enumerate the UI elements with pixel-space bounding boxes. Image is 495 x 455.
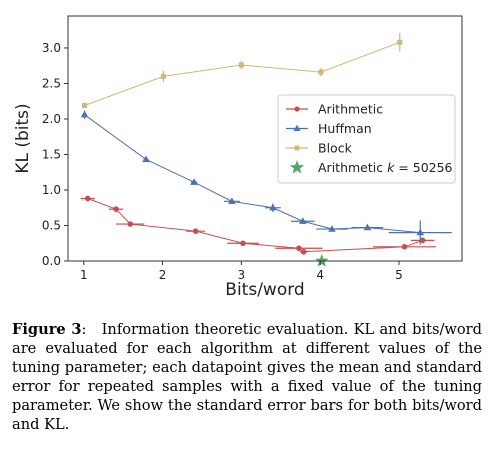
data-point-arithmetic-k-50256	[314, 253, 329, 267]
legend-entry-arithmetic-k-50256: Arithmetic k = 50256	[289, 160, 453, 175]
figure-caption: Figure 3: Information theoretic evaluati…	[12, 320, 482, 434]
x-tick-label: 2	[159, 268, 167, 282]
data-point-huffman	[80, 110, 89, 118]
data-point-arithmetic	[401, 243, 408, 250]
caption-text: Information theoretic evaluation. KL and…	[12, 321, 482, 433]
legend-label: Arithmetic	[318, 102, 383, 117]
series-block	[82, 33, 403, 109]
caption-label: Figure 3	[12, 321, 82, 338]
data-point-block	[82, 102, 88, 108]
series-arithmetic-k-50256	[314, 253, 329, 267]
y-tick-label: 2.5	[42, 76, 61, 90]
series-arithmetic	[80, 195, 436, 255]
data-point-arithmetic	[127, 221, 134, 227]
data-point-huffman	[142, 155, 150, 163]
data-point-arithmetic	[296, 245, 302, 252]
data-point-block	[160, 73, 166, 79]
y-tick-label: 1.0	[42, 183, 61, 197]
data-point-huffman	[228, 197, 236, 204]
caption-colon: :	[81, 321, 87, 338]
y-tick-label: 0.5	[42, 218, 61, 232]
x-tick-label: 4	[316, 268, 324, 282]
data-point-arithmetic	[113, 206, 119, 212]
series-huffman	[80, 110, 452, 245]
data-point-huffman	[190, 178, 198, 185]
data-point-huffman	[269, 203, 277, 211]
plot-frame	[67, 15, 463, 262]
legend-label: Block	[318, 141, 353, 156]
legend-marker-arithmetic-k-50256	[289, 160, 305, 174]
x-tick-label: 5	[395, 268, 403, 282]
legend-marker-arithmetic	[294, 106, 300, 112]
legend-marker-huffman	[293, 124, 301, 131]
y-tick-label: 1.5	[42, 147, 61, 161]
legend-box	[277, 94, 456, 184]
legend-entry-arithmetic: Arithmetic	[286, 102, 383, 117]
data-point-arithmetic	[300, 248, 307, 255]
data-point-arithmetic	[240, 240, 246, 247]
axes: 1 2 3 4 5 0.0 0.5 1.0 1.5 2.0 2.5 3.0 Bits/word KL (b…	[13, 15, 463, 300]
data-point-huffman	[328, 225, 336, 232]
legend-entry-huffman: Huffman	[286, 121, 372, 136]
y-axis-label: KL (bits)	[13, 103, 33, 173]
y-tick-label: 2.0	[42, 112, 61, 126]
y-tick-label: 0.0	[42, 254, 61, 268]
kl-vs-bits-chart: 1 2 3 4 5 0.0 0.5 1.0 1.5 2.0 2.5 3.0 Bits/word KL (b…	[13, 15, 463, 300]
x-tick-label: 1	[80, 268, 88, 282]
data-point-arithmetic	[419, 237, 426, 244]
y-tick-label: 3.0	[42, 41, 61, 55]
data-point-block	[238, 62, 244, 68]
x-axis-label: Bits/word	[225, 280, 304, 300]
legend-label: Huffman	[318, 121, 372, 136]
data-point-huffman	[363, 223, 372, 231]
x-tick-label: 3	[238, 268, 246, 282]
data-point-arithmetic	[84, 195, 91, 202]
legend-marker-block	[294, 145, 300, 151]
legend-entry-block: Block	[286, 141, 353, 156]
legend: Arithmetic Huffman Block Arithmetic k = 502…	[277, 94, 456, 184]
legend-label: Arithmetic k = 50256	[318, 160, 453, 175]
data-point-block	[318, 69, 324, 75]
data-point-block	[397, 39, 403, 45]
plot-area	[80, 33, 452, 267]
data-point-arithmetic	[192, 228, 199, 234]
data-point-huffman	[299, 217, 307, 224]
data-point-huffman	[416, 228, 425, 236]
